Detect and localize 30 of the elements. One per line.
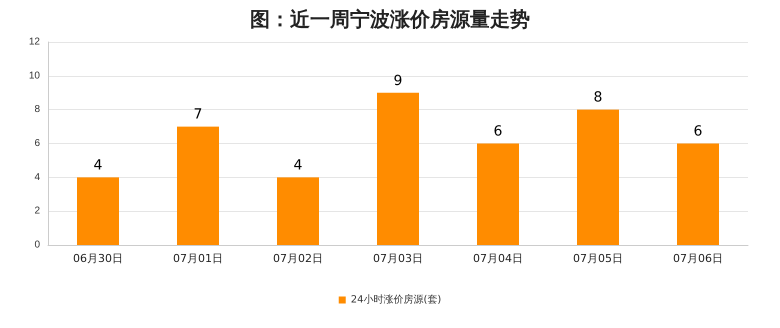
data-label: 7 (194, 106, 202, 123)
x-tick-label: 07月02日 (273, 252, 323, 265)
x-tick-label: 06月30日 (73, 252, 123, 265)
x-tick-label: 07月04日 (473, 252, 523, 265)
data-label: 4 (94, 157, 103, 174)
data-label: 6 (494, 124, 503, 140)
data-label: 4 (294, 157, 303, 174)
legend-label: 24小时涨价房源(套) (350, 294, 442, 306)
bar (677, 144, 719, 245)
y-tick-label: 2 (34, 206, 40, 217)
bar (277, 177, 319, 245)
bar (77, 177, 119, 245)
y-tick-label: 8 (34, 104, 40, 116)
bar (477, 144, 519, 245)
bar (577, 110, 619, 245)
x-tick-label: 07月06日 (673, 252, 723, 265)
y-tick-label: 6 (34, 138, 40, 149)
data-label: 6 (694, 124, 703, 140)
x-tick-label: 07月03日 (373, 252, 423, 265)
y-tick-label: 0 (34, 240, 40, 250)
bar (377, 92, 419, 245)
x-tick-label: 07月01日 (173, 252, 223, 265)
y-tick-label: 12 (28, 36, 40, 48)
x-tick-label: 07月05日 (573, 252, 623, 265)
y-tick-label: 10 (28, 70, 40, 82)
y-tick-label: 4 (34, 172, 40, 183)
chart-title: 图：近一周宁波涨价房源量走势 (250, 7, 530, 31)
data-label: 9 (394, 72, 402, 89)
data-label: 8 (594, 90, 602, 106)
bar (177, 126, 219, 245)
